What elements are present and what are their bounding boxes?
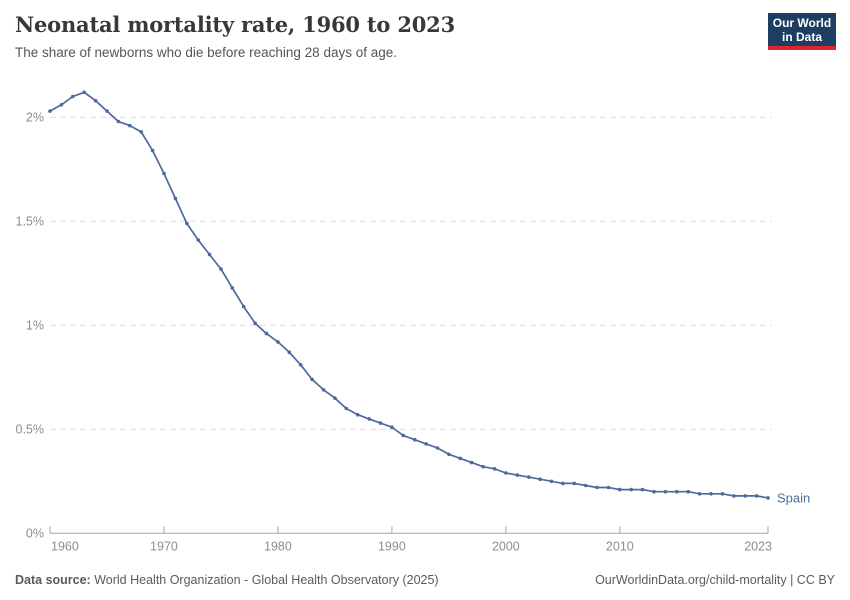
data-point[interactable]	[310, 377, 314, 382]
data-point[interactable]	[105, 109, 109, 113]
line-series-spain[interactable]	[49, 91, 769, 499]
data-source-text: World Health Organization - Global Healt…	[94, 573, 439, 587]
data-point[interactable]	[640, 487, 645, 492]
owid-logo-line2: in Data	[781, 29, 822, 44]
data-point[interactable]	[230, 286, 235, 290]
y-axis-label: 0%	[26, 526, 44, 540]
data-point[interactable]	[732, 494, 736, 498]
owid-logo-line1: Our World	[772, 15, 832, 30]
data-point[interactable]	[401, 433, 406, 438]
data-point[interactable]	[709, 492, 713, 496]
data-point[interactable]	[412, 437, 417, 442]
license-label: CC BY	[796, 573, 835, 587]
data-point[interactable]	[333, 396, 337, 400]
data-point[interactable]	[173, 196, 178, 201]
x-axis-label: 2010	[606, 539, 634, 553]
data-point[interactable]	[59, 103, 64, 107]
data-point[interactable]	[549, 479, 554, 484]
y-axis-label: 2%	[26, 110, 44, 124]
data-point[interactable]	[561, 481, 565, 486]
data-point[interactable]	[583, 483, 588, 488]
page-title: Neonatal mortality rate, 1960 to 2023	[15, 12, 455, 37]
footer-link[interactable]: OurWorldinData.org/child-mortality	[595, 573, 787, 587]
data-point[interactable]	[367, 417, 371, 421]
data-point[interactable]	[219, 267, 223, 271]
data-point[interactable]	[185, 221, 189, 226]
data-point[interactable]	[686, 489, 690, 494]
data-point[interactable]	[390, 425, 394, 430]
data-source-label: Data source:	[15, 573, 91, 587]
data-point[interactable]	[606, 485, 611, 490]
data-point[interactable]	[447, 452, 451, 457]
data-point[interactable]	[378, 421, 383, 425]
data-point[interactable]	[48, 109, 52, 113]
data-point[interactable]	[458, 456, 463, 461]
data-point[interactable]	[321, 388, 326, 392]
data-point[interactable]	[355, 412, 360, 417]
data-point[interactable]	[618, 487, 622, 492]
data-point[interactable]	[71, 94, 75, 99]
data-point[interactable]	[287, 350, 292, 355]
chart-header: Neonatal mortality rate, 1960 to 2023 Th…	[15, 12, 750, 60]
data-point[interactable]	[743, 494, 747, 498]
data-point[interactable]	[162, 171, 166, 176]
data-point[interactable]	[526, 475, 531, 479]
x-axis-label: 1970	[150, 539, 178, 553]
chart-footer: Data source: World Health Organization -…	[15, 573, 835, 587]
data-point[interactable]	[469, 460, 474, 465]
data-point[interactable]	[276, 340, 280, 344]
entity-label[interactable]: Spain	[777, 490, 810, 505]
footer-credit: OurWorldinData.org/child-mortality | CC …	[595, 573, 835, 587]
x-axis-label: 2023	[744, 539, 772, 553]
data-point[interactable]	[82, 90, 86, 95]
data-point[interactable]	[697, 492, 702, 496]
data-point[interactable]	[629, 487, 633, 492]
data-point[interactable]	[241, 304, 246, 309]
x-axis-label: 2000	[492, 539, 520, 553]
data-point[interactable]	[504, 471, 508, 475]
x-axis-label: 1960	[51, 539, 79, 553]
data-point[interactable]	[675, 489, 679, 494]
x-axis-label: 1990	[378, 539, 406, 553]
data-point[interactable]	[424, 442, 428, 446]
x-axis-label: 1980	[264, 539, 292, 553]
data-point[interactable]	[754, 494, 759, 498]
data-point[interactable]	[515, 473, 520, 477]
y-axis-label: 1%	[26, 318, 44, 332]
data-point[interactable]	[264, 331, 269, 336]
data-point[interactable]	[663, 489, 668, 494]
data-point[interactable]	[492, 467, 497, 471]
y-axis-label: 0.5%	[16, 422, 45, 436]
data-point[interactable]	[139, 130, 143, 134]
data-point[interactable]	[481, 464, 485, 469]
data-point[interactable]	[572, 481, 577, 486]
data-point[interactable]	[116, 119, 121, 124]
data-point[interactable]	[720, 492, 725, 496]
data-point[interactable]	[652, 489, 656, 494]
owid-logo[interactable]: Our World in Data	[768, 13, 836, 50]
y-axis-label: 1.5%	[16, 214, 45, 228]
data-point[interactable]	[150, 148, 155, 153]
data-point[interactable]	[435, 446, 440, 450]
data-point[interactable]	[344, 406, 349, 411]
chart-subtitle: The share of newborns who die before rea…	[15, 45, 397, 60]
footer-separator: |	[790, 573, 794, 587]
data-point[interactable]	[253, 321, 257, 326]
data-point[interactable]	[196, 238, 200, 242]
data-point[interactable]	[538, 477, 542, 482]
data-point[interactable]	[766, 496, 770, 500]
data-source: Data source: World Health Organization -…	[15, 573, 439, 587]
data-point[interactable]	[93, 98, 98, 103]
data-point[interactable]	[207, 252, 212, 257]
data-point[interactable]	[128, 123, 132, 128]
data-point[interactable]	[595, 485, 599, 490]
data-point[interactable]	[298, 363, 303, 367]
